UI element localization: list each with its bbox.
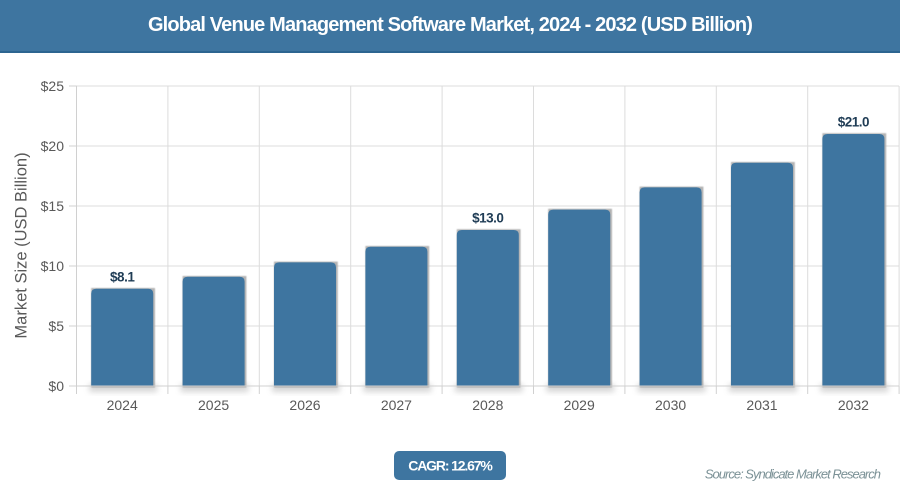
svg-text:$25: $25	[41, 78, 65, 94]
svg-text:Source: Syndicate Market Resea: Source: Syndicate Market Research	[705, 467, 881, 482]
svg-text:CAGR: 12.67%: CAGR: 12.67%	[408, 458, 493, 474]
svg-text:$10: $10	[41, 258, 65, 274]
svg-text:2026: 2026	[289, 397, 320, 413]
svg-text:$20: $20	[41, 138, 65, 154]
svg-text:$21.0: $21.0	[838, 115, 869, 130]
svg-text:2030: 2030	[655, 397, 686, 413]
svg-text:$13.0: $13.0	[472, 211, 503, 226]
svg-text:$5: $5	[48, 318, 64, 334]
svg-text:2027: 2027	[381, 397, 412, 413]
svg-text:$0: $0	[48, 378, 64, 394]
svg-text:2028: 2028	[472, 397, 503, 413]
svg-text:2032: 2032	[838, 397, 869, 413]
svg-text:2029: 2029	[564, 397, 595, 413]
svg-text:$8.1: $8.1	[110, 269, 135, 284]
svg-text:2025: 2025	[198, 397, 229, 413]
svg-text:2024: 2024	[107, 397, 138, 413]
svg-text:$15: $15	[41, 198, 65, 214]
svg-text:Market Size (USD Billion): Market Size (USD Billion)	[13, 152, 31, 338]
svg-text:2031: 2031	[746, 397, 777, 413]
